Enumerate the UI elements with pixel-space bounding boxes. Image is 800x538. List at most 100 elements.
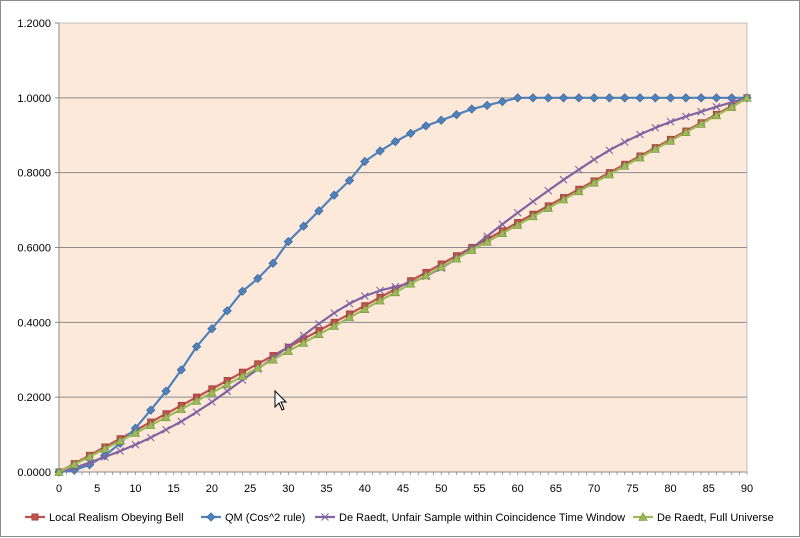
data-point (711, 110, 722, 120)
data-point (665, 136, 676, 145)
data-point (543, 93, 553, 103)
data-point (100, 443, 110, 453)
data-point (330, 309, 339, 317)
data-point (130, 428, 141, 437)
x-tick-label: 85 (703, 483, 715, 495)
legend-label: De Raedt, Full Universe (657, 512, 774, 524)
x-tick-label: 40 (359, 483, 371, 495)
data-point (116, 447, 125, 455)
data-point (283, 236, 293, 247)
y-tick-label: 1.0000 (17, 93, 51, 105)
data-point (712, 102, 721, 111)
legend-marker (206, 512, 216, 522)
data-point (84, 451, 95, 461)
data-point (191, 342, 202, 352)
data-point (299, 331, 308, 340)
data-point (451, 110, 462, 120)
legend: Local Realism Obeying Bell QM (Cos^2 rule… (25, 512, 774, 524)
data-point (253, 363, 263, 372)
data-point (161, 412, 171, 422)
data-point (146, 420, 156, 429)
data-point (528, 93, 538, 103)
y-tick-label: 0.0000 (17, 467, 51, 479)
legend-marker (638, 512, 648, 521)
y-tick-label: 1.2000 (17, 18, 51, 30)
legend-label: Local Realism Obeying Bell (49, 512, 184, 524)
data-point (436, 262, 446, 271)
data-point (100, 453, 109, 461)
data-point (223, 387, 232, 396)
legend-label: De Raedt, Unfair Sample within Coinciden… (339, 512, 625, 524)
series-group (54, 93, 752, 477)
data-point (681, 112, 690, 121)
data-point (635, 152, 645, 162)
data-point (590, 155, 598, 164)
y-tick-label: 0.2000 (17, 392, 51, 404)
data-point (513, 208, 522, 217)
data-point (344, 312, 355, 322)
data-point (604, 93, 615, 103)
data-point (589, 93, 599, 103)
data-point (574, 186, 584, 196)
legend-item: Local Realism Obeying Bell (25, 512, 184, 524)
data-point (345, 299, 354, 308)
x-tick-label: 35 (320, 483, 332, 495)
data-point (207, 324, 217, 334)
data-point (360, 304, 370, 313)
data-point (742, 93, 752, 102)
x-tick-label: 65 (550, 483, 562, 495)
x-tick-label: 50 (435, 483, 447, 495)
data-point (376, 286, 384, 295)
mouse-cursor-icon (274, 389, 288, 411)
data-point (146, 405, 156, 415)
data-point (115, 436, 125, 445)
data-point (666, 117, 675, 126)
y-axis-ticks: 0.0000 0.2000 0.4000 0.6000 0.8000 1.0000 1.20… (17, 18, 59, 479)
data-point (605, 146, 614, 155)
legend-item: De Raedt, Unfair Sample within Coinciden… (315, 512, 625, 524)
data-point (406, 128, 416, 139)
data-point (177, 417, 186, 426)
data-point (253, 273, 263, 284)
legend-item: QM (Cos^2 rule) (201, 512, 305, 524)
data-point (161, 386, 171, 396)
data-point (375, 146, 385, 156)
data-point (559, 175, 568, 184)
data-point (451, 253, 462, 263)
data-point (131, 440, 140, 449)
data-point (315, 319, 323, 328)
legend-label: QM (Cos^2 rule) (225, 512, 305, 524)
legend-item: De Raedt, Full Universe (633, 512, 774, 524)
series-4 (54, 93, 752, 476)
data-point (314, 206, 324, 216)
x-axis-ticks: 0 5 10 15 20 25 30 35 40 45 50 55 60 65 70 75 80 85 90 (56, 472, 753, 495)
legend-marker (321, 513, 329, 521)
series-2 (54, 93, 752, 477)
x-tick-label: 75 (626, 483, 638, 495)
data-point (298, 221, 309, 231)
data-point (390, 136, 400, 147)
data-point (543, 203, 553, 212)
data-point (162, 425, 170, 434)
x-tick-label: 30 (282, 483, 294, 495)
data-point (558, 93, 569, 103)
x-tick-label: 90 (741, 483, 753, 495)
x-tick-label: 10 (129, 483, 141, 495)
data-point (222, 379, 232, 389)
data-point (665, 93, 676, 103)
data-point (344, 175, 355, 186)
data-point (544, 186, 553, 195)
data-point (696, 93, 706, 103)
data-point (636, 130, 644, 139)
data-point (436, 115, 446, 125)
series-line (58, 96, 748, 474)
series-line (58, 96, 747, 474)
data-point (207, 387, 217, 397)
data-point (482, 100, 492, 110)
data-point (498, 220, 507, 229)
data-point (360, 292, 369, 301)
data-point (421, 270, 431, 280)
data-point (237, 371, 248, 380)
data-point (482, 237, 492, 246)
